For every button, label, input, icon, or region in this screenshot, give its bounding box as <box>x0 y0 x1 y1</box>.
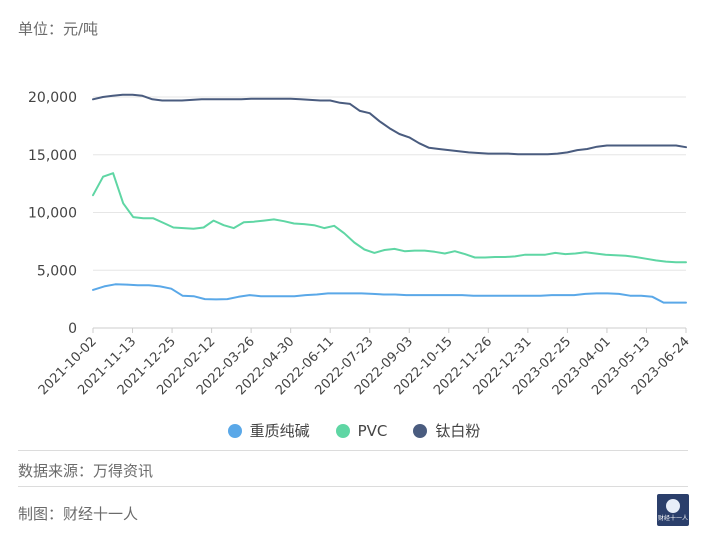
y-tick-label: 5,000 <box>37 263 77 279</box>
legend-item-soda-ash[interactable]: 重质纯碱 <box>227 420 310 441</box>
legend-dot-icon <box>413 423 428 438</box>
legend-label: 重质纯碱 <box>249 422 310 440</box>
legend-item-titanium-dioxide[interactable]: 钛白粉 <box>413 420 480 441</box>
legend-dot-icon <box>335 423 350 438</box>
x-axis: 2021-10-022021-11-132021-12-252022-02-12… <box>36 328 693 398</box>
y-tick-label: 0 <box>68 321 77 337</box>
legend-label: 钛白粉 <box>435 422 481 440</box>
logo-text: 财经十一人 <box>657 515 688 522</box>
line-chart: 0 5,000 10,000 15,000 20,000 2021-10-022021-… <box>28 90 693 398</box>
y-tick-label: 10,000 <box>28 206 77 222</box>
globe-icon <box>666 499 680 513</box>
divider <box>18 450 688 451</box>
legend-label: PVC <box>357 421 388 440</box>
y-tick-label: 20,000 <box>28 90 77 106</box>
globe-logo-icon: 财经十一人 <box>657 494 689 526</box>
series-lines <box>92 93 687 304</box>
maker-label: 制图：财经十一人 <box>18 505 139 523</box>
y-axis-ticks: 0 5,000 10,000 15,000 20,000 <box>28 90 77 337</box>
source-label: 数据来源：万得资讯 <box>18 462 154 480</box>
legend: 重质纯碱 PVC 钛白粉 <box>0 420 708 441</box>
gridlines <box>93 96 686 329</box>
legend-dot-icon <box>227 423 242 438</box>
series-line-titanium-dioxide <box>92 93 687 156</box>
divider <box>18 486 688 487</box>
y-tick-label: 15,000 <box>28 148 77 164</box>
legend-item-pvc[interactable]: PVC <box>335 420 388 441</box>
series-line-pvc <box>92 172 687 264</box>
series-line-soda-ash <box>92 283 687 304</box>
unit-label: 单位：元/吨 <box>18 20 99 38</box>
